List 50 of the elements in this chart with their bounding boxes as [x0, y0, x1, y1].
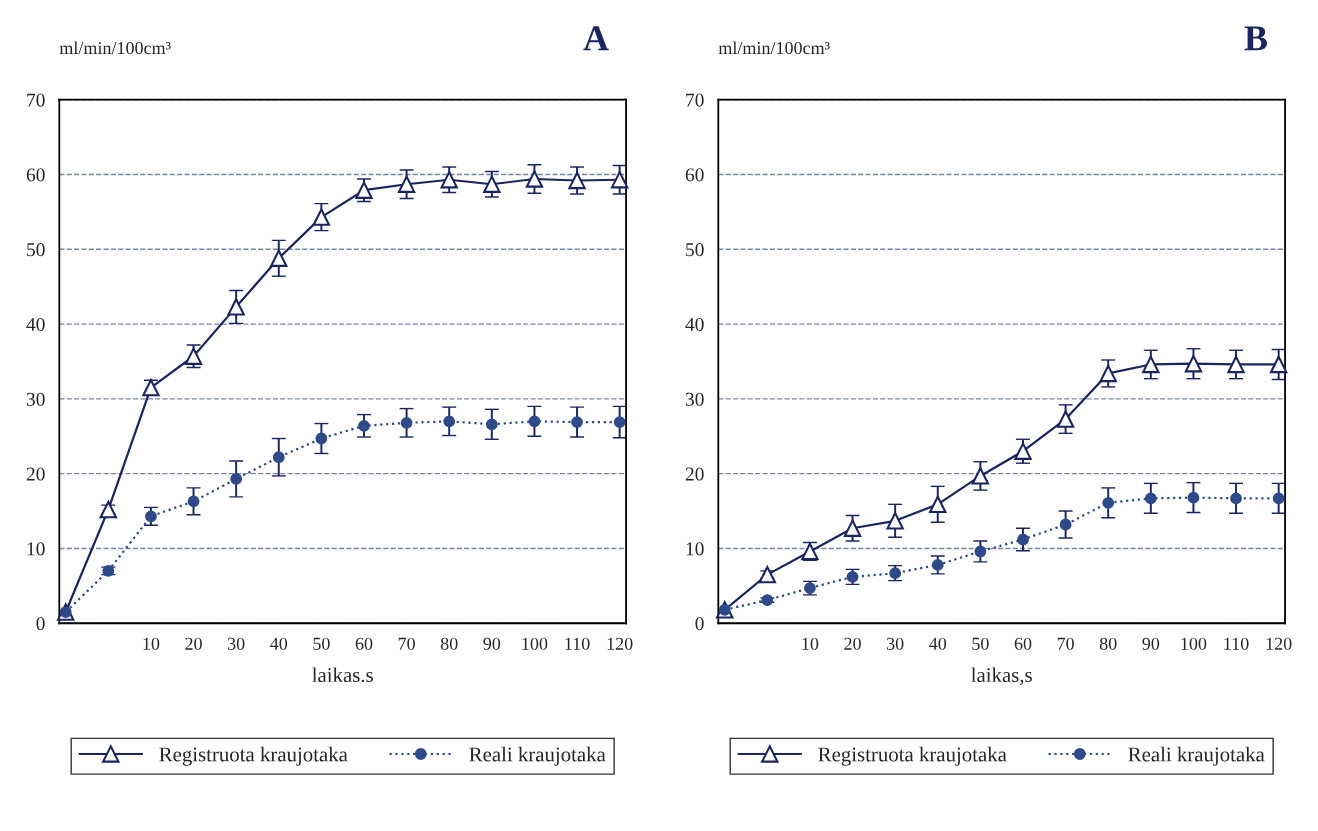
x-tick-label: 60 [355, 637, 373, 650]
x-tick-label: 120 [1266, 637, 1292, 650]
legend-label: Reali kraujotaka [469, 746, 606, 766]
x-tick-label: 80 [1099, 637, 1117, 650]
y-tick-label: 50 [27, 243, 45, 257]
x-tick-label: 60 [1014, 637, 1032, 650]
legend-label: Registruota kraujotaka [818, 746, 1007, 766]
y-axis-title: ml/min/100cm³ [59, 41, 171, 55]
x-tick-label: 70 [1057, 637, 1074, 650]
y-tick-label: 0 [36, 617, 45, 631]
x-tick-label: 90 [1142, 637, 1160, 650]
y-tick-label: 60 [26, 168, 45, 182]
x-tick-label: 110 [565, 637, 590, 650]
y-tick-label: 0 [695, 617, 704, 631]
y-tick-label: 30 [685, 392, 704, 406]
y-tick-label: 10 [27, 542, 45, 556]
y-tick-label: 20 [26, 467, 45, 481]
y-tick-label: 70 [27, 93, 45, 107]
legend-label: Reali kraujotaka [1128, 746, 1265, 766]
y-tick-label: 40 [26, 317, 45, 332]
y-tick-label: 60 [685, 168, 704, 182]
y-tick-label: 10 [686, 542, 704, 556]
y-tick-label: 20 [685, 467, 704, 481]
chart-title: B [1244, 26, 1268, 51]
x-tick-label: 100 [522, 637, 548, 650]
x-tick-label: 30 [886, 637, 904, 650]
y-tick-label: 40 [685, 317, 704, 332]
x-tick-label: 100 [1181, 637, 1207, 650]
x-tick-label: 70 [398, 637, 415, 650]
x-tick-label: 110 [1224, 637, 1249, 650]
y-tick-label: 30 [26, 392, 45, 406]
y-tick-label: 70 [686, 93, 704, 107]
x-tick-label: 20 [844, 637, 861, 650]
y-tick-label: 50 [686, 243, 704, 257]
x-tick-label: 50 [313, 637, 330, 650]
x-tick-label: 20 [185, 637, 202, 650]
x-tick-label: 90 [483, 637, 501, 650]
x-tick-label: 30 [227, 637, 245, 650]
x-tick-label: 120 [607, 637, 633, 650]
x-axis-title: laikas.s [312, 667, 373, 683]
x-axis-title: laikas,s [971, 667, 1032, 686]
x-tick-label: 10 [143, 637, 160, 650]
x-tick-label: 10 [802, 637, 819, 650]
legend-label: Registruota kraujotaka [159, 746, 348, 766]
chart-title: A [583, 26, 609, 51]
x-tick-label: 80 [440, 637, 458, 650]
y-axis-title: ml/min/100cm³ [718, 41, 830, 55]
x-tick-label: 50 [972, 637, 989, 650]
x-tick-label: 40 [929, 637, 947, 650]
x-tick-label: 40 [270, 637, 288, 650]
